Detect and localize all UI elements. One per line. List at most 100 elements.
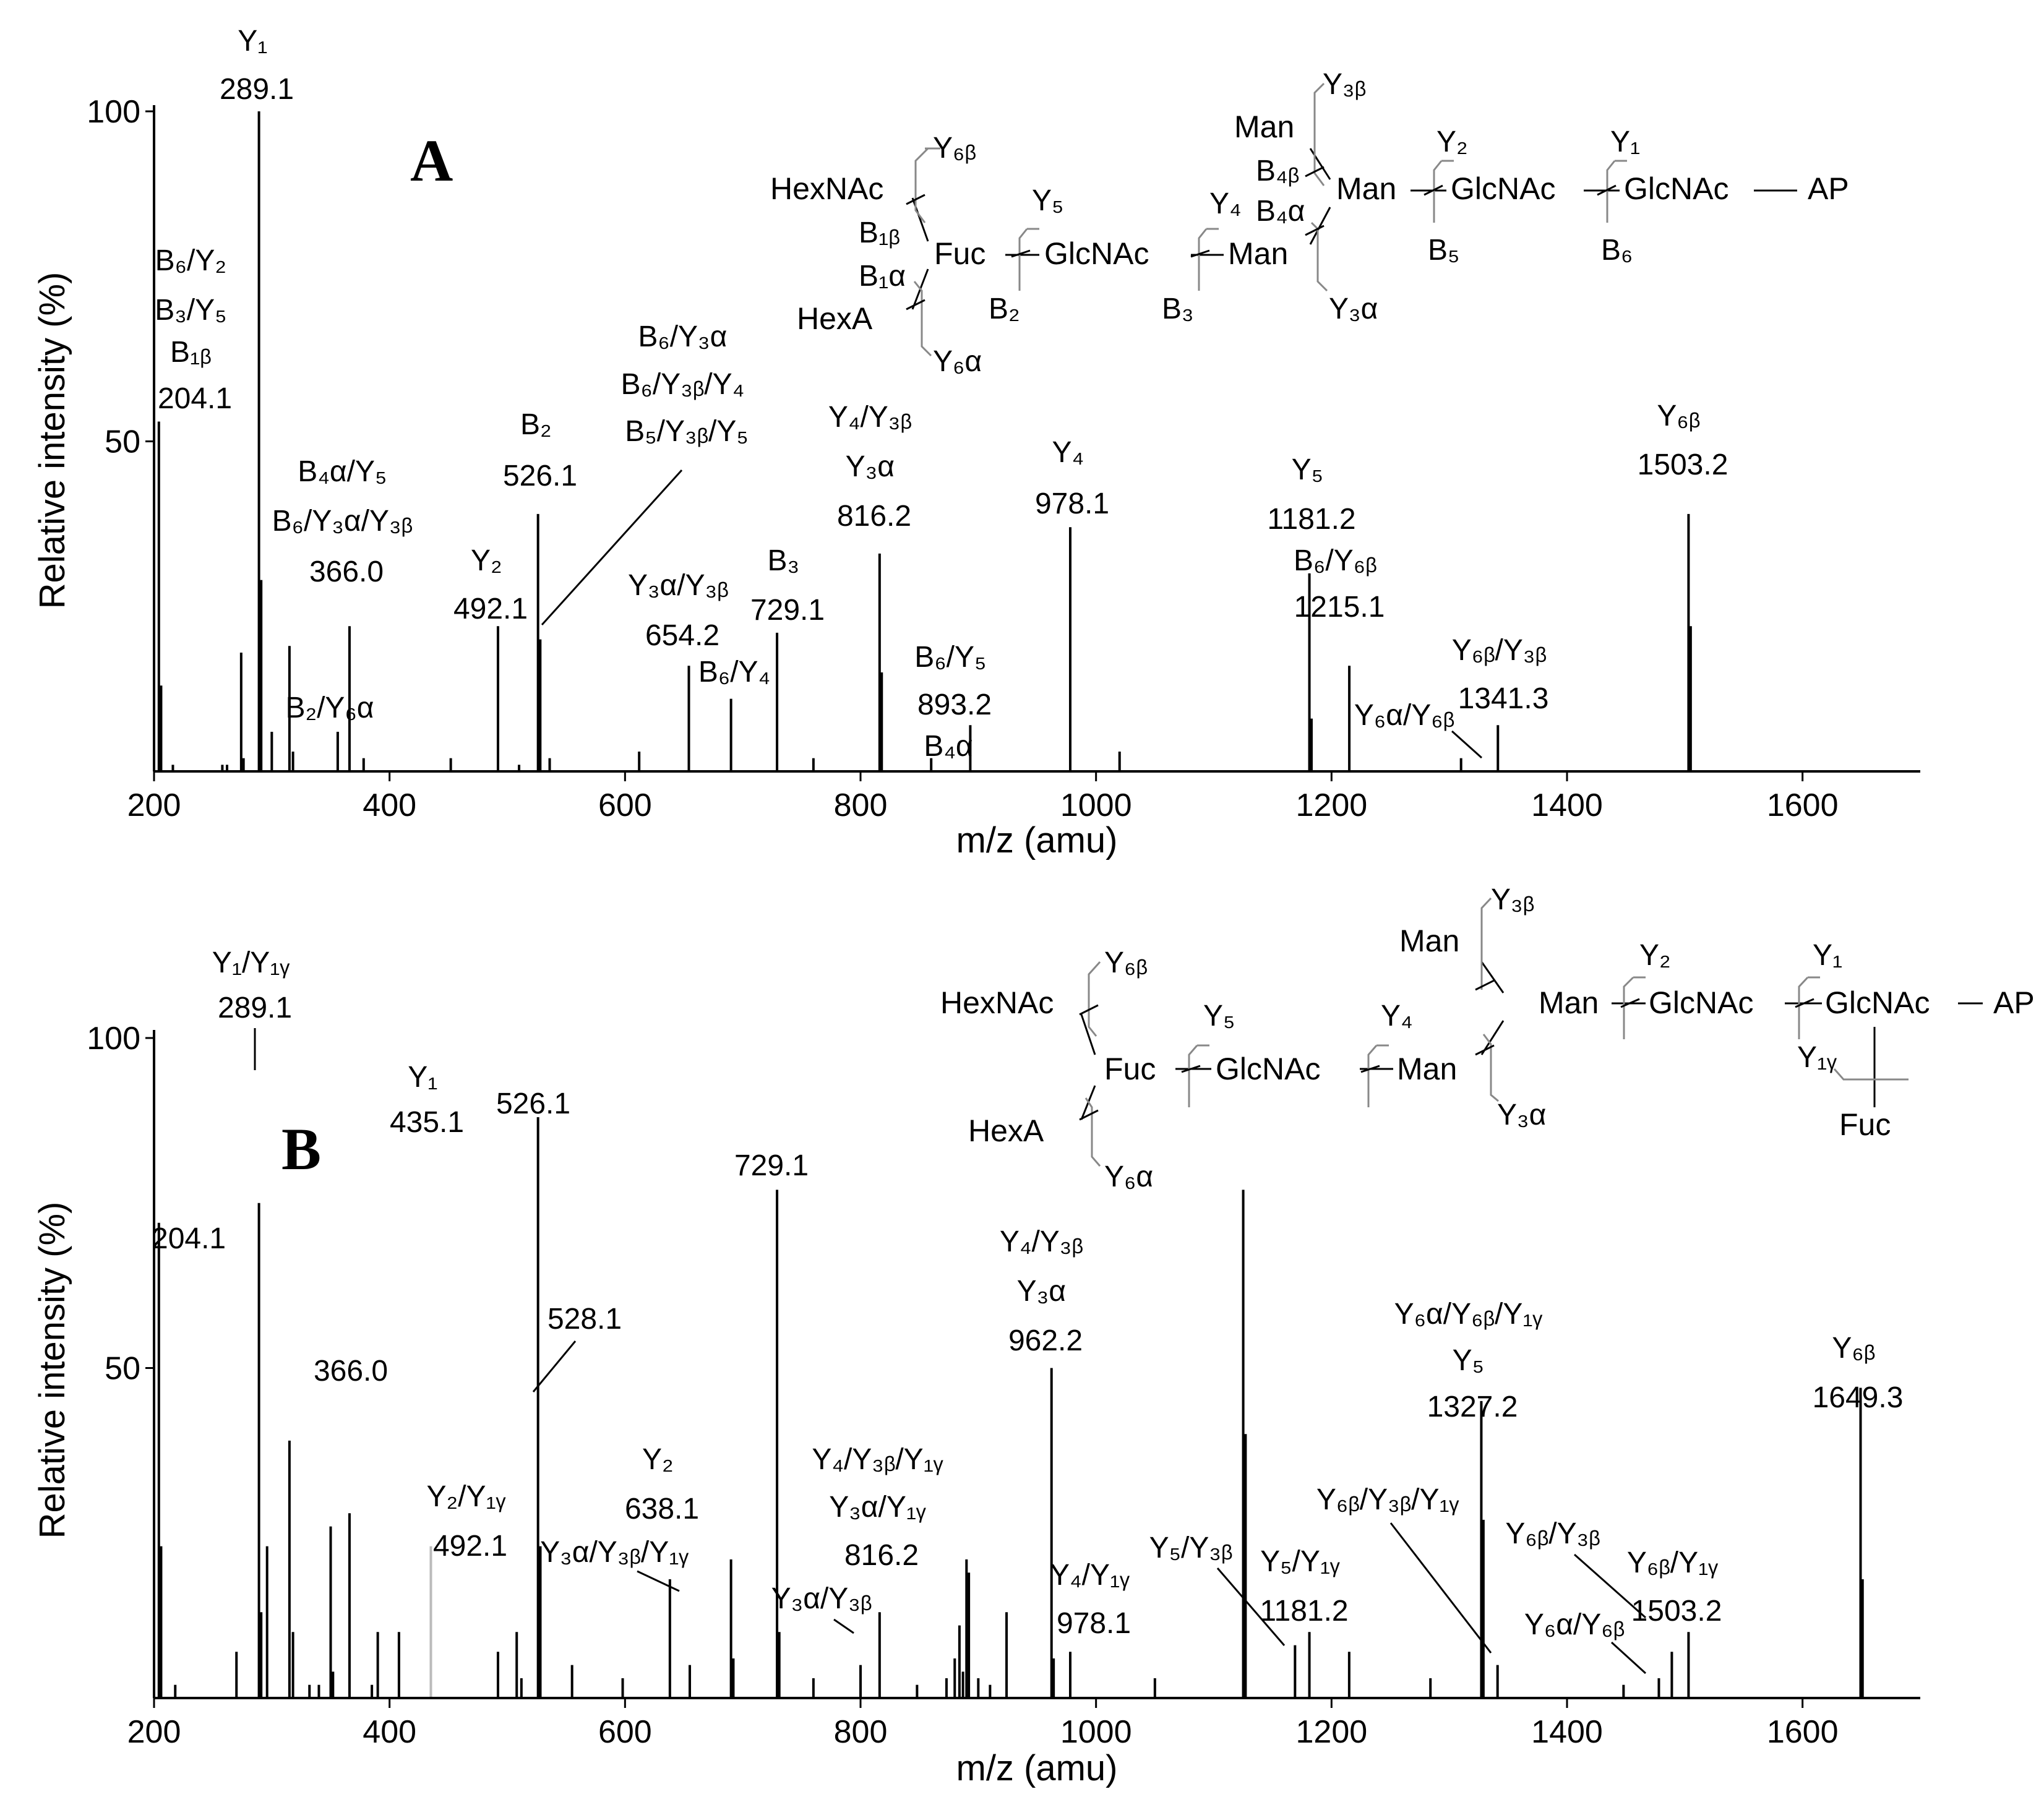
struct-a-y2: Y₂ <box>1436 126 1468 158</box>
struct-a-b6: B₆ <box>1601 234 1633 267</box>
xtick-label-b-200: 200 <box>127 1714 181 1750</box>
ann-b-y6ay6b: Y₆α/Y₆ᵦ <box>1524 1608 1625 1641</box>
ann-b-962: Y₄/Y₃ᵦ Y₃α 962.2 <box>1000 1225 1091 1357</box>
struct-a-cleavage-marks <box>913 82 1627 357</box>
ann-b-1327: Y₆α/Y₆ᵦ/Y₁ᵧ Y₅ 1327.2 <box>1394 1298 1551 1423</box>
ann-a-1503: Y₆ᵦ 1503.2 <box>1638 400 1728 481</box>
xtick-label-a-200: 200 <box>127 787 181 823</box>
xtick-label-b-1200: 1200 <box>1295 1714 1367 1750</box>
struct-a-b4b: B₄ᵦ <box>1256 155 1299 187</box>
struct-b-man-top: Man <box>1399 924 1459 958</box>
struct-a-y3b: Y₃ᵦ <box>1323 68 1366 101</box>
panel-a-glycan-structure: HexNAc HexA Fuc GlcNAc Man Man Man GlcNA… <box>770 68 1849 378</box>
struct-a-y1: Y₁ <box>1610 126 1640 158</box>
panel-b-ticks: 200 400 600 800 1000 1200 1400 1600 50 100 <box>87 1021 1838 1750</box>
ann-b-1181: Y₅/Y₁ᵧ 1181.2 <box>1260 1545 1348 1628</box>
ann-a-b2y6a: B₂/Y₆α <box>285 692 374 724</box>
xtick-label-a-600: 600 <box>598 787 652 823</box>
ann-b-204: 204.1 <box>152 1222 226 1255</box>
xtick-label-b-600: 600 <box>598 1714 652 1750</box>
panel-a-annotations: Y₁ 289.1 B₆/Y₂ B₃/Y₅ B₁ᵦ 204.1 B₄α/Y₅ B₆… <box>155 25 1728 763</box>
struct-b-y5: Y₅ <box>1203 1000 1235 1032</box>
ytick-label-a-100: 100 <box>87 94 140 130</box>
panel-a-xlabel: m/z (amu) <box>956 820 1118 860</box>
ann-b-y6by3by1g-leader <box>1389 1522 1492 1653</box>
struct-b-y3b: Y₃ᵦ <box>1491 883 1534 916</box>
struct-b-fuc-core: Fuc <box>1839 1107 1891 1142</box>
struct-a-y6a: Y₆α <box>933 345 982 378</box>
struct-a-cuts <box>906 166 1617 311</box>
xtick-label-a-800: 800 <box>834 787 888 823</box>
struct-b-cleavage-marks <box>1084 897 1909 1167</box>
ann-b-y3ay3b: Y₃α/Y₃ᵦ <box>771 1582 872 1615</box>
ann-a-1215: B₆/Y₆ᵦ 1215.1 <box>1294 544 1385 624</box>
ann-a-b4a: B₄α <box>924 730 973 763</box>
struct-b-man-right: Man <box>1539 985 1599 1020</box>
xtick-label-a-1600: 1600 <box>1767 787 1839 823</box>
xtick-label-b-1400: 1400 <box>1531 1714 1603 1750</box>
struct-a-y4: Y₄ <box>1209 187 1242 220</box>
ann-a-b6y4: B₆/Y₄ <box>698 656 770 688</box>
ann-b-528-leader <box>532 1340 577 1392</box>
ann-b-492: Y₂/Y₁ᵧ 492.1 <box>427 1480 514 1563</box>
ann-a-978: Y₄ 978.1 <box>1035 436 1109 520</box>
struct-a-b5: B₅ <box>1428 234 1459 267</box>
ann-a-y6ay6b: Y₆α/Y₆ᵦ <box>1354 699 1454 732</box>
struct-b-y6b: Y₆ᵦ <box>1104 946 1148 979</box>
panel-a-spectrum: A 200 400 600 800 1000 1200 1400 1600 50 100 Rela… <box>32 25 1920 860</box>
xtick-label-b-400: 400 <box>363 1714 416 1750</box>
panel-b-peaks <box>157 1117 1864 1698</box>
struct-b-y1g: Y₁ᵧ <box>1797 1041 1837 1074</box>
struct-a-y6b: Y₆ᵦ <box>933 132 976 165</box>
ytick-label-a-50: 50 <box>105 424 140 460</box>
ann-a-204: B₆/Y₂ B₃/Y₅ B₁ᵦ 204.1 <box>155 244 235 415</box>
ann-b-y6by3by1g: Y₆ᵦ/Y₃ᵦ/Y₁ᵧ <box>1316 1483 1459 1516</box>
struct-b-fuc: Fuc <box>1104 1052 1156 1086</box>
ann-b-289: Y₁/Y₁ᵧ 289.1 <box>212 946 298 1024</box>
struct-a-man-right: Man <box>1336 171 1396 206</box>
xtick-label-a-1000: 1000 <box>1060 787 1132 823</box>
ann-a-y6ay6b-leader <box>1451 730 1483 759</box>
struct-b-ap: AP <box>1993 985 2035 1020</box>
ytick-label-b-50: 50 <box>105 1351 140 1387</box>
struct-b-y1: Y₁ <box>1813 939 1842 972</box>
ann-b-816: Y₄/Y₃ᵦ/Y₁ᵧ Y₃α/Y₁ᵧ 816.2 <box>812 1443 951 1572</box>
panel-b-annotations: Y₁/Y₁ᵧ 289.1 204.1 Y₁ 435.1 526.1 729.1 … <box>152 946 1903 1675</box>
struct-b-glcnac-a: GlcNAc <box>1649 985 1753 1020</box>
ann-b-638: Y₂ 638.1 <box>625 1443 699 1525</box>
panel-a-peaks <box>157 111 1692 771</box>
ann-b-y3ay3by1g-leader <box>637 1570 680 1592</box>
ann-a-526: B₂ 526.1 <box>503 408 577 492</box>
panel-b-xlabel: m/z (amu) <box>956 1748 1118 1788</box>
xtick-label-a-1400: 1400 <box>1531 787 1603 823</box>
ann-b-435: Y₁ 435.1 <box>390 1061 464 1139</box>
ann-b-y3ay3by1g: Y₃α/Y₃ᵦ/Y₁ᵧ <box>540 1536 689 1569</box>
struct-b-y3a: Y₃α <box>1497 1099 1546 1131</box>
struct-b-hexa: HexA <box>968 1113 1044 1148</box>
xtick-label-b-800: 800 <box>834 1714 888 1750</box>
struct-a-glcnac-b: GlcNAc <box>1624 171 1728 206</box>
ann-a-816: Y₄/Y₃ᵦ Y₃α 816.2 <box>828 401 920 533</box>
ann-a-366: B₄α/Y₅ B₆/Y₃α/Y₃ᵦ 366.0 <box>272 455 421 588</box>
ann-a-729: B₃ 729.1 <box>750 544 825 627</box>
ann-b-1503: Y₆ᵦ/Y₁ᵧ 1503.2 <box>1627 1546 1726 1628</box>
ann-b-729: 729.1 <box>734 1149 809 1182</box>
ann-a-1341: Y₆ᵦ/Y₃ᵦ 1341.3 <box>1452 634 1555 715</box>
panel-b-glycan-structure: HexNAc HexA Fuc GlcNAc Man Man Man GlcNA… <box>940 883 2035 1193</box>
struct-a-b1b: B₁ᵦ <box>859 217 900 249</box>
struct-b-y6a: Y₆α <box>1104 1160 1153 1193</box>
ann-b-y6by3b-leader <box>1574 1553 1646 1619</box>
ann-b-y6by3b: Y₆ᵦ/Y₃ᵦ <box>1505 1517 1600 1550</box>
ann-b-366: 366.0 <box>314 1355 388 1388</box>
struct-a-b3: B₃ <box>1162 293 1194 325</box>
struct-a-ap: AP <box>1808 171 1849 206</box>
xtick-label-b-1600: 1600 <box>1767 1714 1839 1750</box>
panel-b-spectrum: B 200 400 600 800 1000 1200 1400 1600 50 100 Rela… <box>32 883 2035 1788</box>
ann-a-b6y3a: B₆/Y₃α B₆/Y₃ᵦ/Y₄ B₅/Y₃ᵦ/Y₅ <box>620 320 752 448</box>
struct-a-hexnac: HexNAc <box>770 171 883 206</box>
panel-b-label: B <box>281 1116 321 1182</box>
panel-b-ylabel: Relative intensity (%) <box>32 1202 72 1539</box>
struct-b-hexnac: HexNAc <box>940 985 1054 1020</box>
struct-b-glcnac-b: GlcNAc <box>1825 985 1930 1020</box>
